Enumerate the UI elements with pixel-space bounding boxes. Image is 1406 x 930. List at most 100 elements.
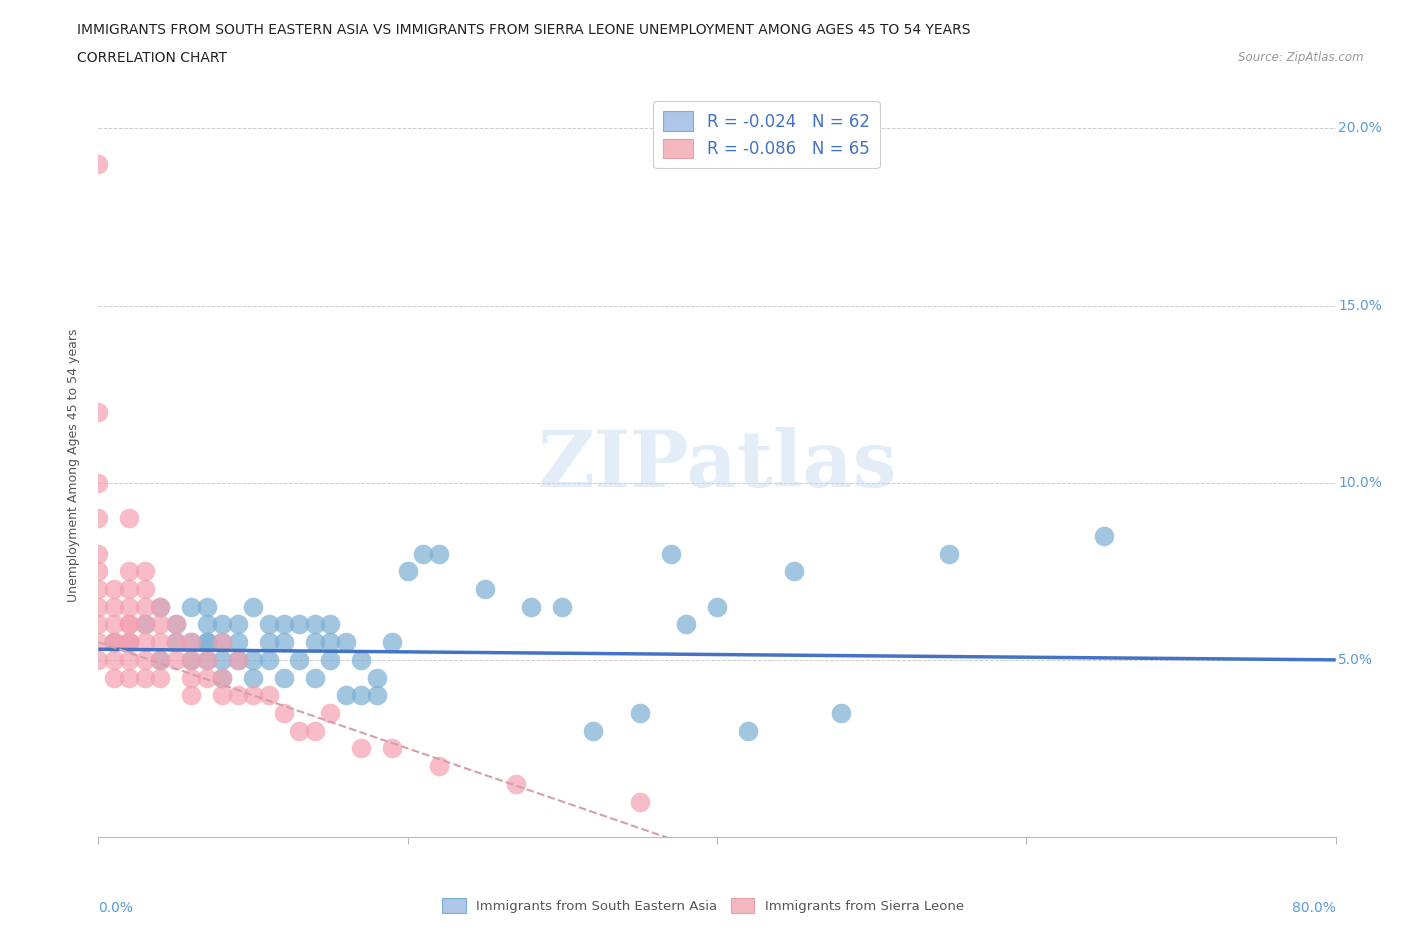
Point: [226, 653, 249, 668]
Point: [118, 511, 141, 525]
Point: [288, 724, 311, 738]
Point: [195, 671, 218, 685]
Point: [366, 671, 388, 685]
Point: [505, 777, 527, 791]
Point: [134, 581, 156, 596]
Text: IMMIGRANTS FROM SOUTH EASTERN ASIA VS IMMIGRANTS FROM SIERRA LEONE UNEMPLOYMENT : IMMIGRANTS FROM SOUTH EASTERN ASIA VS IM…: [77, 23, 970, 37]
Point: [134, 564, 156, 578]
Point: [87, 156, 110, 171]
Point: [165, 634, 187, 649]
Point: [551, 599, 574, 614]
Point: [118, 564, 141, 578]
Point: [335, 634, 357, 649]
Point: [180, 671, 202, 685]
Point: [165, 653, 187, 668]
Point: [211, 653, 233, 668]
Point: [165, 617, 187, 631]
Point: [273, 617, 295, 631]
Point: [211, 688, 233, 703]
Point: [87, 546, 110, 561]
Point: [412, 546, 434, 561]
Point: [396, 564, 419, 578]
Point: [103, 599, 125, 614]
Point: [319, 634, 342, 649]
Point: [118, 634, 141, 649]
Point: [1092, 528, 1115, 543]
Point: [180, 634, 202, 649]
Legend: R = -0.024   N = 62, R = -0.086   N = 65: R = -0.024 N = 62, R = -0.086 N = 65: [654, 101, 880, 168]
Point: [165, 617, 187, 631]
Point: [211, 634, 233, 649]
Point: [257, 634, 280, 649]
Point: [149, 634, 172, 649]
Point: [938, 546, 960, 561]
Point: [319, 706, 342, 721]
Point: [180, 653, 202, 668]
Text: 80.0%: 80.0%: [1292, 901, 1336, 915]
Point: [350, 653, 373, 668]
Point: [134, 599, 156, 614]
Point: [87, 564, 110, 578]
Text: ZIPatlas: ZIPatlas: [537, 427, 897, 503]
Point: [134, 653, 156, 668]
Point: [273, 671, 295, 685]
Y-axis label: Unemployment Among Ages 45 to 54 years: Unemployment Among Ages 45 to 54 years: [67, 328, 80, 602]
Point: [273, 706, 295, 721]
Point: [87, 617, 110, 631]
Text: 15.0%: 15.0%: [1339, 299, 1382, 312]
Point: [103, 634, 125, 649]
Point: [427, 759, 450, 774]
Point: [134, 671, 156, 685]
Point: [628, 706, 651, 721]
Point: [195, 617, 218, 631]
Point: [319, 617, 342, 631]
Point: [103, 671, 125, 685]
Point: [118, 599, 141, 614]
Point: [195, 634, 218, 649]
Text: 10.0%: 10.0%: [1339, 476, 1382, 490]
Point: [165, 634, 187, 649]
Point: [87, 634, 110, 649]
Point: [87, 581, 110, 596]
Point: [103, 634, 125, 649]
Point: [288, 653, 311, 668]
Point: [134, 617, 156, 631]
Legend: Immigrants from South Eastern Asia, Immigrants from Sierra Leone: Immigrants from South Eastern Asia, Immi…: [437, 893, 969, 919]
Point: [87, 475, 110, 490]
Point: [149, 599, 172, 614]
Point: [304, 671, 326, 685]
Point: [737, 724, 759, 738]
Point: [226, 634, 249, 649]
Point: [103, 581, 125, 596]
Point: [87, 511, 110, 525]
Text: 5.0%: 5.0%: [1339, 653, 1374, 667]
Point: [118, 617, 141, 631]
Point: [427, 546, 450, 561]
Point: [582, 724, 605, 738]
Point: [103, 617, 125, 631]
Point: [350, 741, 373, 756]
Point: [149, 617, 172, 631]
Point: [830, 706, 852, 721]
Point: [103, 634, 125, 649]
Point: [211, 634, 233, 649]
Point: [304, 724, 326, 738]
Point: [118, 617, 141, 631]
Point: [211, 671, 233, 685]
Point: [180, 599, 202, 614]
Point: [103, 653, 125, 668]
Point: [242, 671, 264, 685]
Point: [149, 599, 172, 614]
Point: [783, 564, 806, 578]
Point: [350, 688, 373, 703]
Point: [118, 634, 141, 649]
Point: [87, 599, 110, 614]
Point: [149, 653, 172, 668]
Point: [195, 599, 218, 614]
Point: [118, 634, 141, 649]
Point: [226, 617, 249, 631]
Point: [304, 634, 326, 649]
Point: [195, 653, 218, 668]
Point: [242, 688, 264, 703]
Text: CORRELATION CHART: CORRELATION CHART: [77, 51, 228, 65]
